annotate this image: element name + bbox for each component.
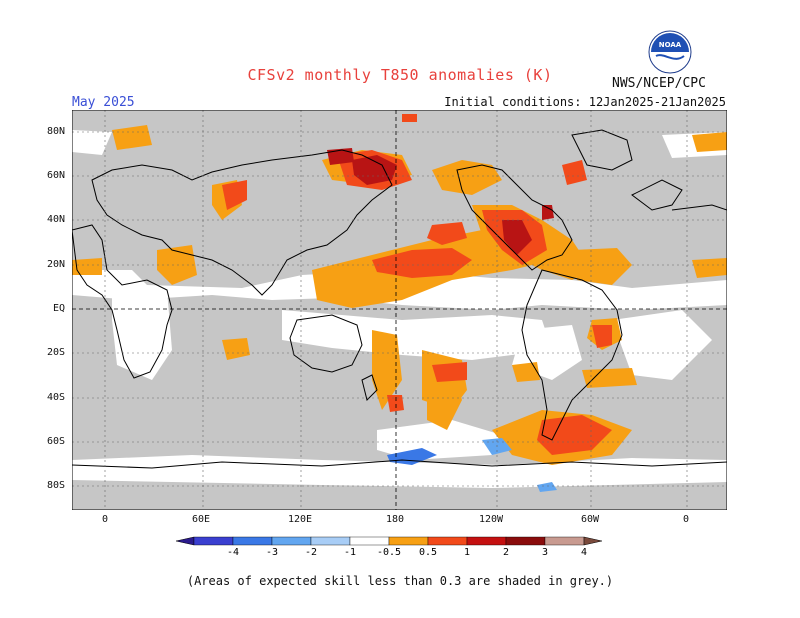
colorbar-label: -3 bbox=[266, 547, 278, 558]
colorbar-swatch bbox=[310, 536, 351, 546]
colorbar-swatch bbox=[271, 536, 312, 546]
lat-label: 60N bbox=[47, 170, 66, 181]
lon-label: 120W bbox=[479, 514, 504, 525]
colorbar-label: -1 bbox=[344, 547, 356, 558]
colorbar-label: 0.5 bbox=[419, 547, 437, 558]
colorbar-swatch bbox=[544, 536, 585, 546]
lon-label: 180 bbox=[386, 514, 405, 525]
colorbar-arrow-low bbox=[175, 536, 195, 546]
colorbar-label: 4 bbox=[581, 547, 587, 558]
lat-label: 80N bbox=[47, 126, 66, 137]
neutral-areas bbox=[72, 130, 727, 488]
lon-label: 60E bbox=[192, 514, 211, 525]
grid bbox=[72, 110, 727, 510]
colorbar-label: -4 bbox=[227, 547, 239, 558]
organization-label: NWS/NCEP/CPC bbox=[612, 76, 706, 91]
coastlines bbox=[72, 129, 727, 469]
colorbar-label: -2 bbox=[305, 547, 317, 558]
colorbar-swatch bbox=[466, 536, 507, 546]
lat-label: 20S bbox=[47, 347, 66, 358]
lon-label: 60W bbox=[581, 514, 600, 525]
colorbar-swatch bbox=[388, 536, 429, 546]
lon-label: 120E bbox=[288, 514, 313, 525]
colorbar-swatch bbox=[232, 536, 273, 546]
lat-label: 40N bbox=[47, 214, 66, 225]
lat-label: 20N bbox=[47, 259, 66, 270]
reference-lines bbox=[72, 110, 727, 510]
lat-label: 40S bbox=[47, 392, 66, 403]
anomaly-map bbox=[72, 110, 727, 510]
lon-label: 0 bbox=[683, 514, 690, 525]
noaa-logo: NOAA bbox=[648, 30, 692, 74]
colorbar-label: 1 bbox=[464, 547, 470, 558]
logo-text: NOAA bbox=[659, 41, 682, 49]
colorbar-swatch bbox=[193, 536, 234, 546]
colorbar-swatch bbox=[427, 536, 468, 546]
colorbar-arrow-high bbox=[583, 536, 603, 546]
lon-label: 0 bbox=[102, 514, 109, 525]
colorbar-swatch bbox=[505, 536, 546, 546]
chart-title: CFSv2 monthly T850 anomalies (K) bbox=[247, 66, 553, 84]
lat-label: 60S bbox=[47, 436, 66, 447]
footnote: (Areas of expected skill less than 0.3 a… bbox=[186, 574, 614, 588]
colorbar-label: 3 bbox=[542, 547, 548, 558]
forecast-month: May 2025 bbox=[72, 95, 135, 110]
colorbar-label: -0.5 bbox=[377, 547, 401, 558]
lat-label: EQ bbox=[53, 303, 66, 314]
colorbar: -4 -3 -2 -1 -0.5 0.5 1 2 3 4 bbox=[175, 536, 603, 558]
lat-label: 80S bbox=[47, 480, 66, 491]
initial-conditions: Initial conditions: 12Jan2025-21Jan2025 bbox=[444, 95, 726, 109]
warm-anomaly-2-3 bbox=[327, 148, 554, 255]
colorbar-label: 2 bbox=[503, 547, 509, 558]
colorbar-swatch bbox=[349, 536, 390, 546]
